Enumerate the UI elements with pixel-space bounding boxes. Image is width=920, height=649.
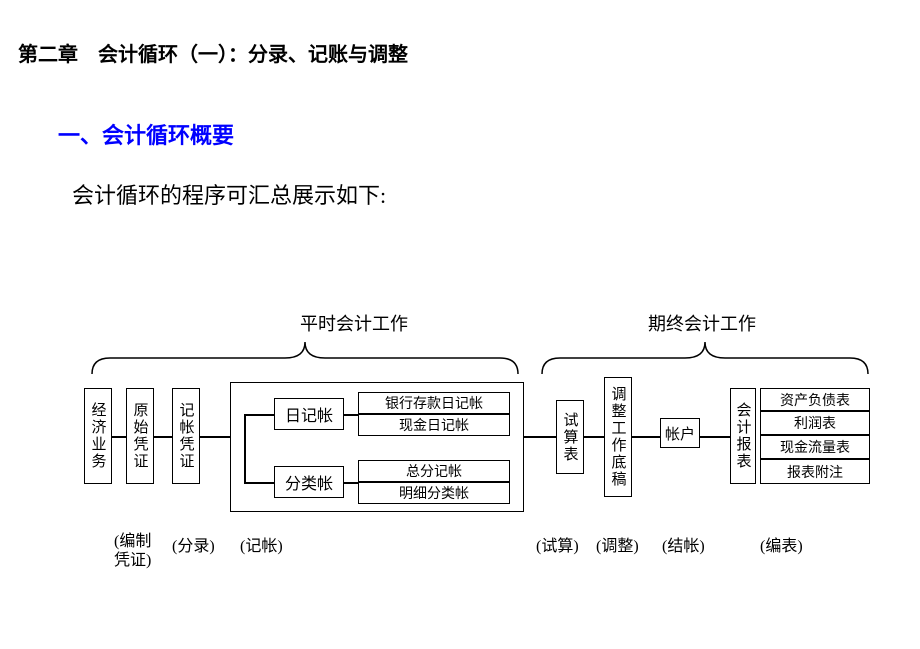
- connector: [344, 482, 358, 484]
- connector: [112, 436, 126, 438]
- box-fuzhu: 报表附注: [760, 459, 870, 484]
- caption-line1: (编制: [114, 533, 151, 550]
- box-zichan: 资产负债表: [760, 388, 870, 411]
- connector: [584, 436, 604, 438]
- connector: [244, 414, 274, 416]
- box-tiaozheng: 调整工作底稿: [604, 377, 632, 497]
- caption-bianbiao: (编表): [760, 532, 803, 556]
- connector: [154, 436, 172, 438]
- box-riji: 日记帐: [274, 398, 344, 430]
- box-jiehu: 帐户: [660, 418, 700, 448]
- chapter-title: 第二章 会计循环（一）：分录、记账与调整: [18, 38, 408, 67]
- box-yinhang-riji: 银行存款日记帐: [358, 392, 510, 414]
- caption-fenlu: (分录): [172, 532, 215, 556]
- box-zongfen: 总分记帐: [358, 460, 510, 482]
- box-mingxi: 明细分类帐: [358, 482, 510, 504]
- caption-shisuan: (试算): [536, 532, 579, 556]
- caption-jiehu: (结帐): [662, 532, 705, 556]
- connector-v: [244, 414, 246, 482]
- connector: [524, 436, 556, 438]
- connector: [200, 436, 230, 438]
- intro-text: 会计循环的程序可汇总展示如下:: [72, 178, 386, 210]
- caption-jizhang: (记帐): [240, 532, 283, 556]
- caption-tiaozheng: (调整): [596, 532, 639, 556]
- caption-bianzhi: (编制 凭证): [114, 532, 151, 570]
- box-xianjin-riji: 现金日记帐: [358, 414, 510, 436]
- connector: [632, 436, 660, 438]
- box-fenlei: 分类帐: [274, 466, 344, 498]
- box-jizhang-pingzheng: 记帐凭证: [172, 388, 200, 484]
- brace-left: [90, 340, 520, 376]
- connector: [700, 436, 730, 438]
- connector: [244, 482, 274, 484]
- box-yuanshi-pingzheng: 原始凭证: [126, 388, 154, 484]
- brace-right: [540, 340, 870, 376]
- box-jingji-yewu: 经济业务: [84, 388, 112, 484]
- connector: [344, 414, 358, 416]
- box-baobiao: 会计报表: [730, 388, 756, 484]
- label-period-work: 期终会计工作: [648, 310, 756, 336]
- label-daily-work: 平时会计工作: [300, 310, 408, 336]
- box-xjll: 现金流量表: [760, 435, 870, 459]
- section-title: 一、会计循环概要: [58, 118, 234, 150]
- box-lirun: 利润表: [760, 411, 870, 435]
- caption-line2: 凭证): [114, 552, 151, 569]
- box-shisuan: 试算表: [556, 400, 584, 474]
